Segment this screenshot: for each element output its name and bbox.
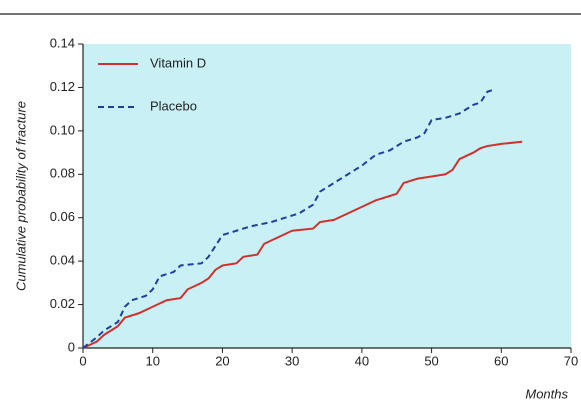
y-tick-label: 0.02: [50, 296, 75, 311]
x-tick-label: 40: [355, 353, 369, 368]
y-tick-label: 0.06: [50, 209, 75, 224]
x-tick-label: 50: [424, 353, 438, 368]
y-tick-label: 0.10: [50, 122, 75, 137]
series-line: [82, 140, 523, 349]
x-tick-label: 0: [79, 353, 86, 368]
plot-area: [83, 44, 571, 348]
y-axis-label: Cumulative probability of fracture: [13, 101, 28, 291]
legend-label: Vitamin D: [150, 55, 206, 70]
legend-label: Placebo: [150, 98, 197, 113]
y-tick-label: 0.12: [50, 79, 75, 94]
y-tick-label: 0: [68, 339, 75, 354]
x-tick-label: 70: [564, 353, 578, 368]
x-tick-label: 30: [285, 353, 299, 368]
y-tick-label: 0.14: [50, 35, 75, 50]
series-line: [82, 88, 495, 349]
x-tick-label: 60: [494, 353, 508, 368]
y-tick-label: 0.04: [50, 253, 75, 268]
x-tick-label: 10: [145, 353, 159, 368]
x-tick-label: 20: [215, 353, 229, 368]
x-axis-label: Months: [525, 386, 568, 401]
y-tick-label: 0.08: [50, 166, 75, 181]
